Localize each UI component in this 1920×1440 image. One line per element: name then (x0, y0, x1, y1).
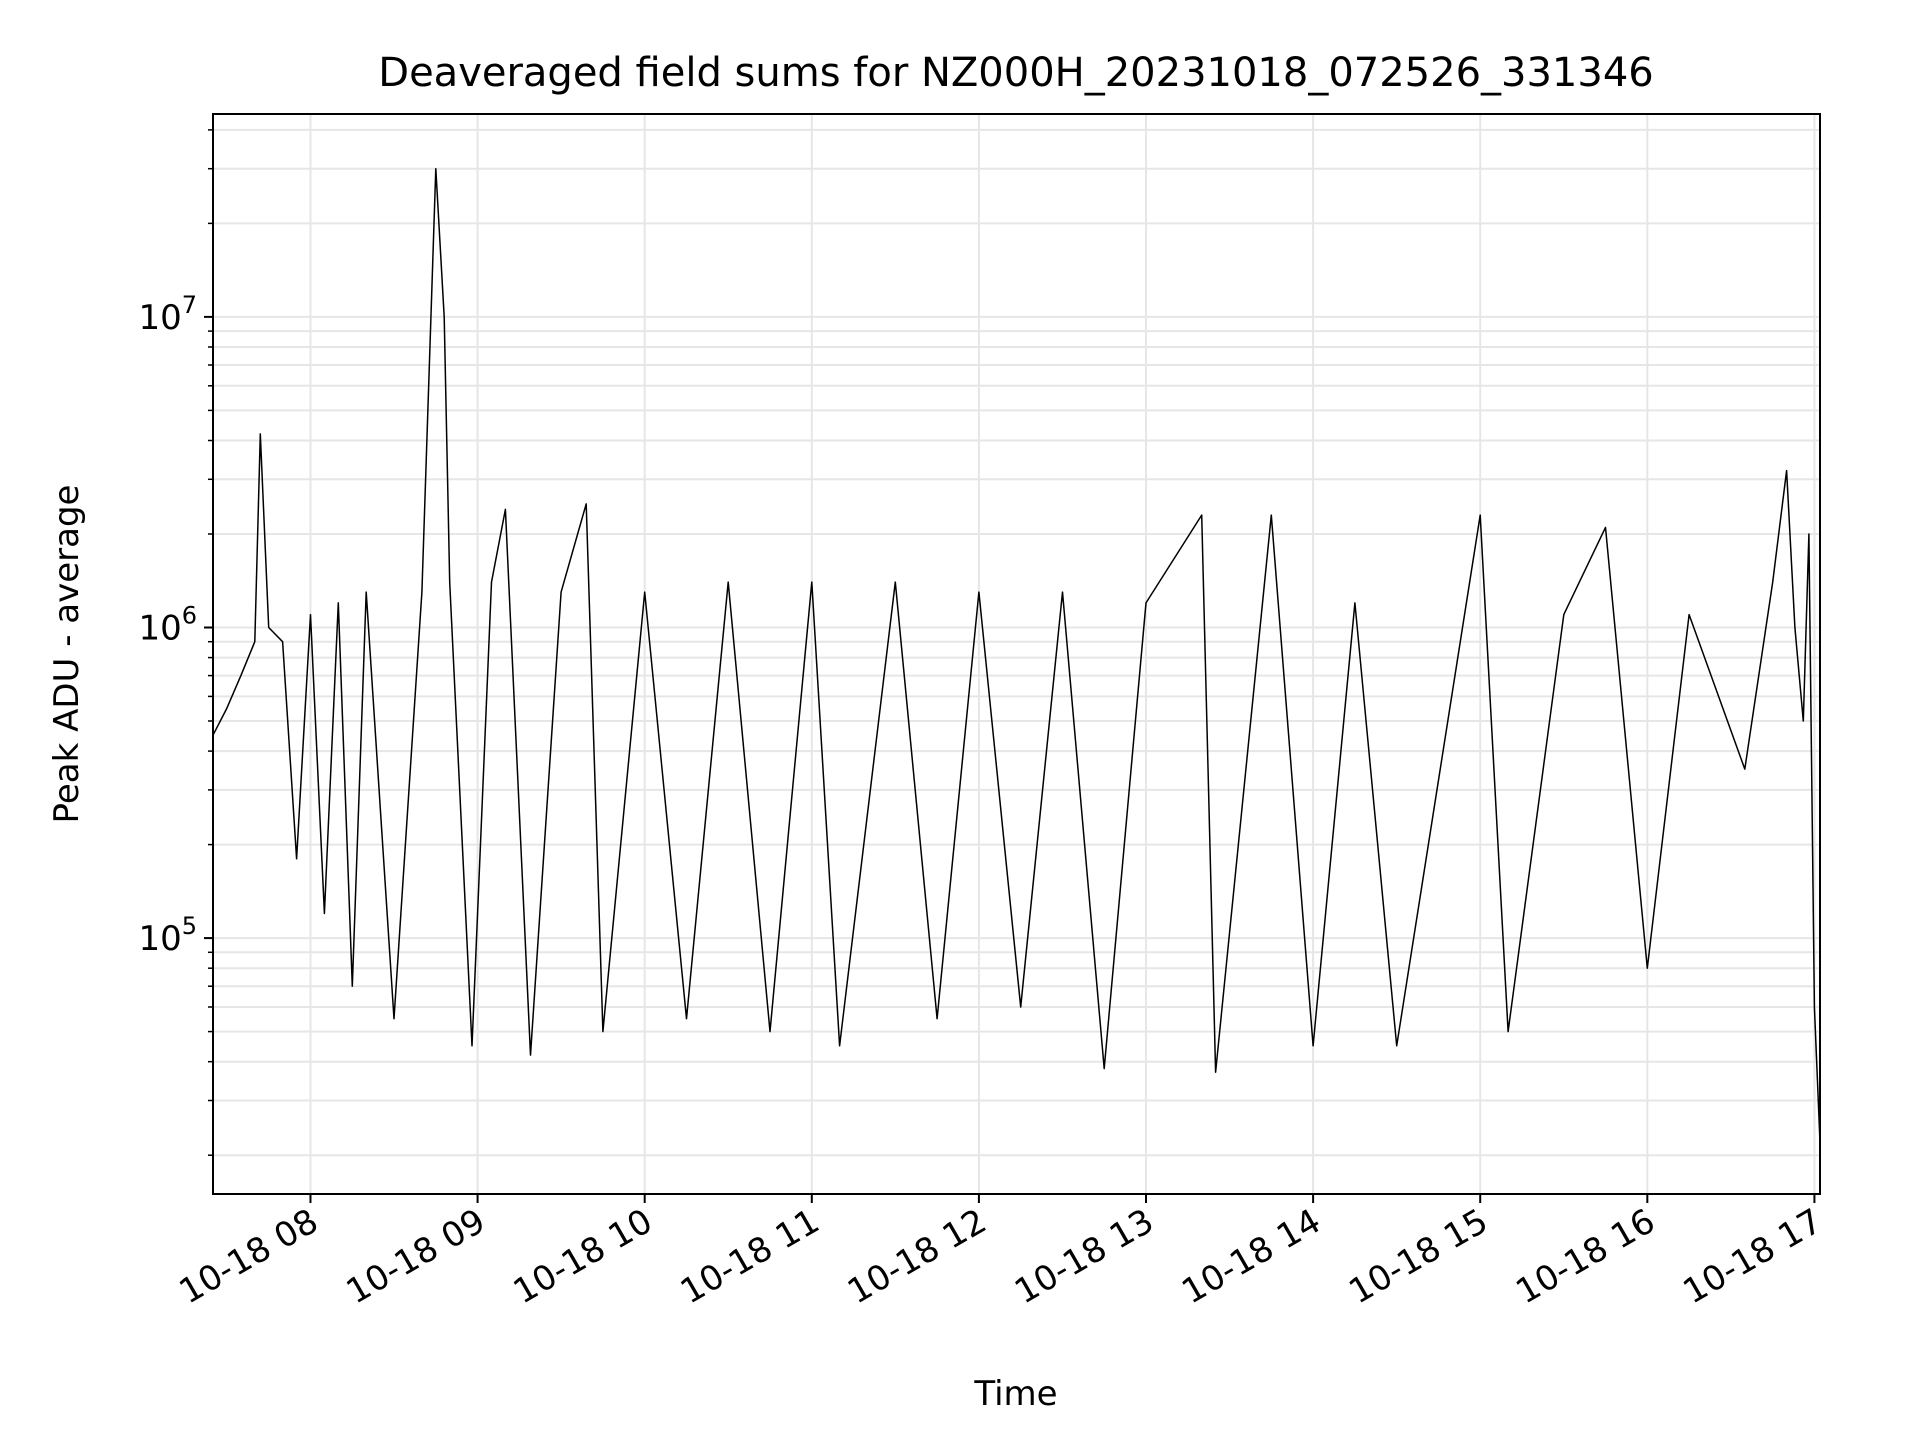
y-tick-label-exponent: 6 (182, 601, 197, 629)
chart-title: Deaveraged field sums for NZ000H_2023101… (378, 50, 1653, 96)
series-layer (212, 167, 1821, 1143)
y-tick-label: 105 (138, 912, 197, 959)
y-tick-label-base: 10 (138, 298, 181, 338)
y-tick-label: 106 (138, 601, 197, 648)
y-tick-label-base: 10 (138, 608, 181, 648)
y-tick-label: 107 (138, 291, 197, 338)
y-tick-label-exponent: 5 (182, 912, 197, 940)
series-line (212, 167, 1821, 1143)
y-axis-label: Peak ADU - average (47, 485, 87, 824)
plot-frame (212, 113, 1821, 1195)
x-axis-label: Time (973, 1374, 1057, 1414)
y-tick-label-exponent: 7 (182, 291, 197, 319)
y-tick-label-base: 10 (138, 919, 181, 959)
